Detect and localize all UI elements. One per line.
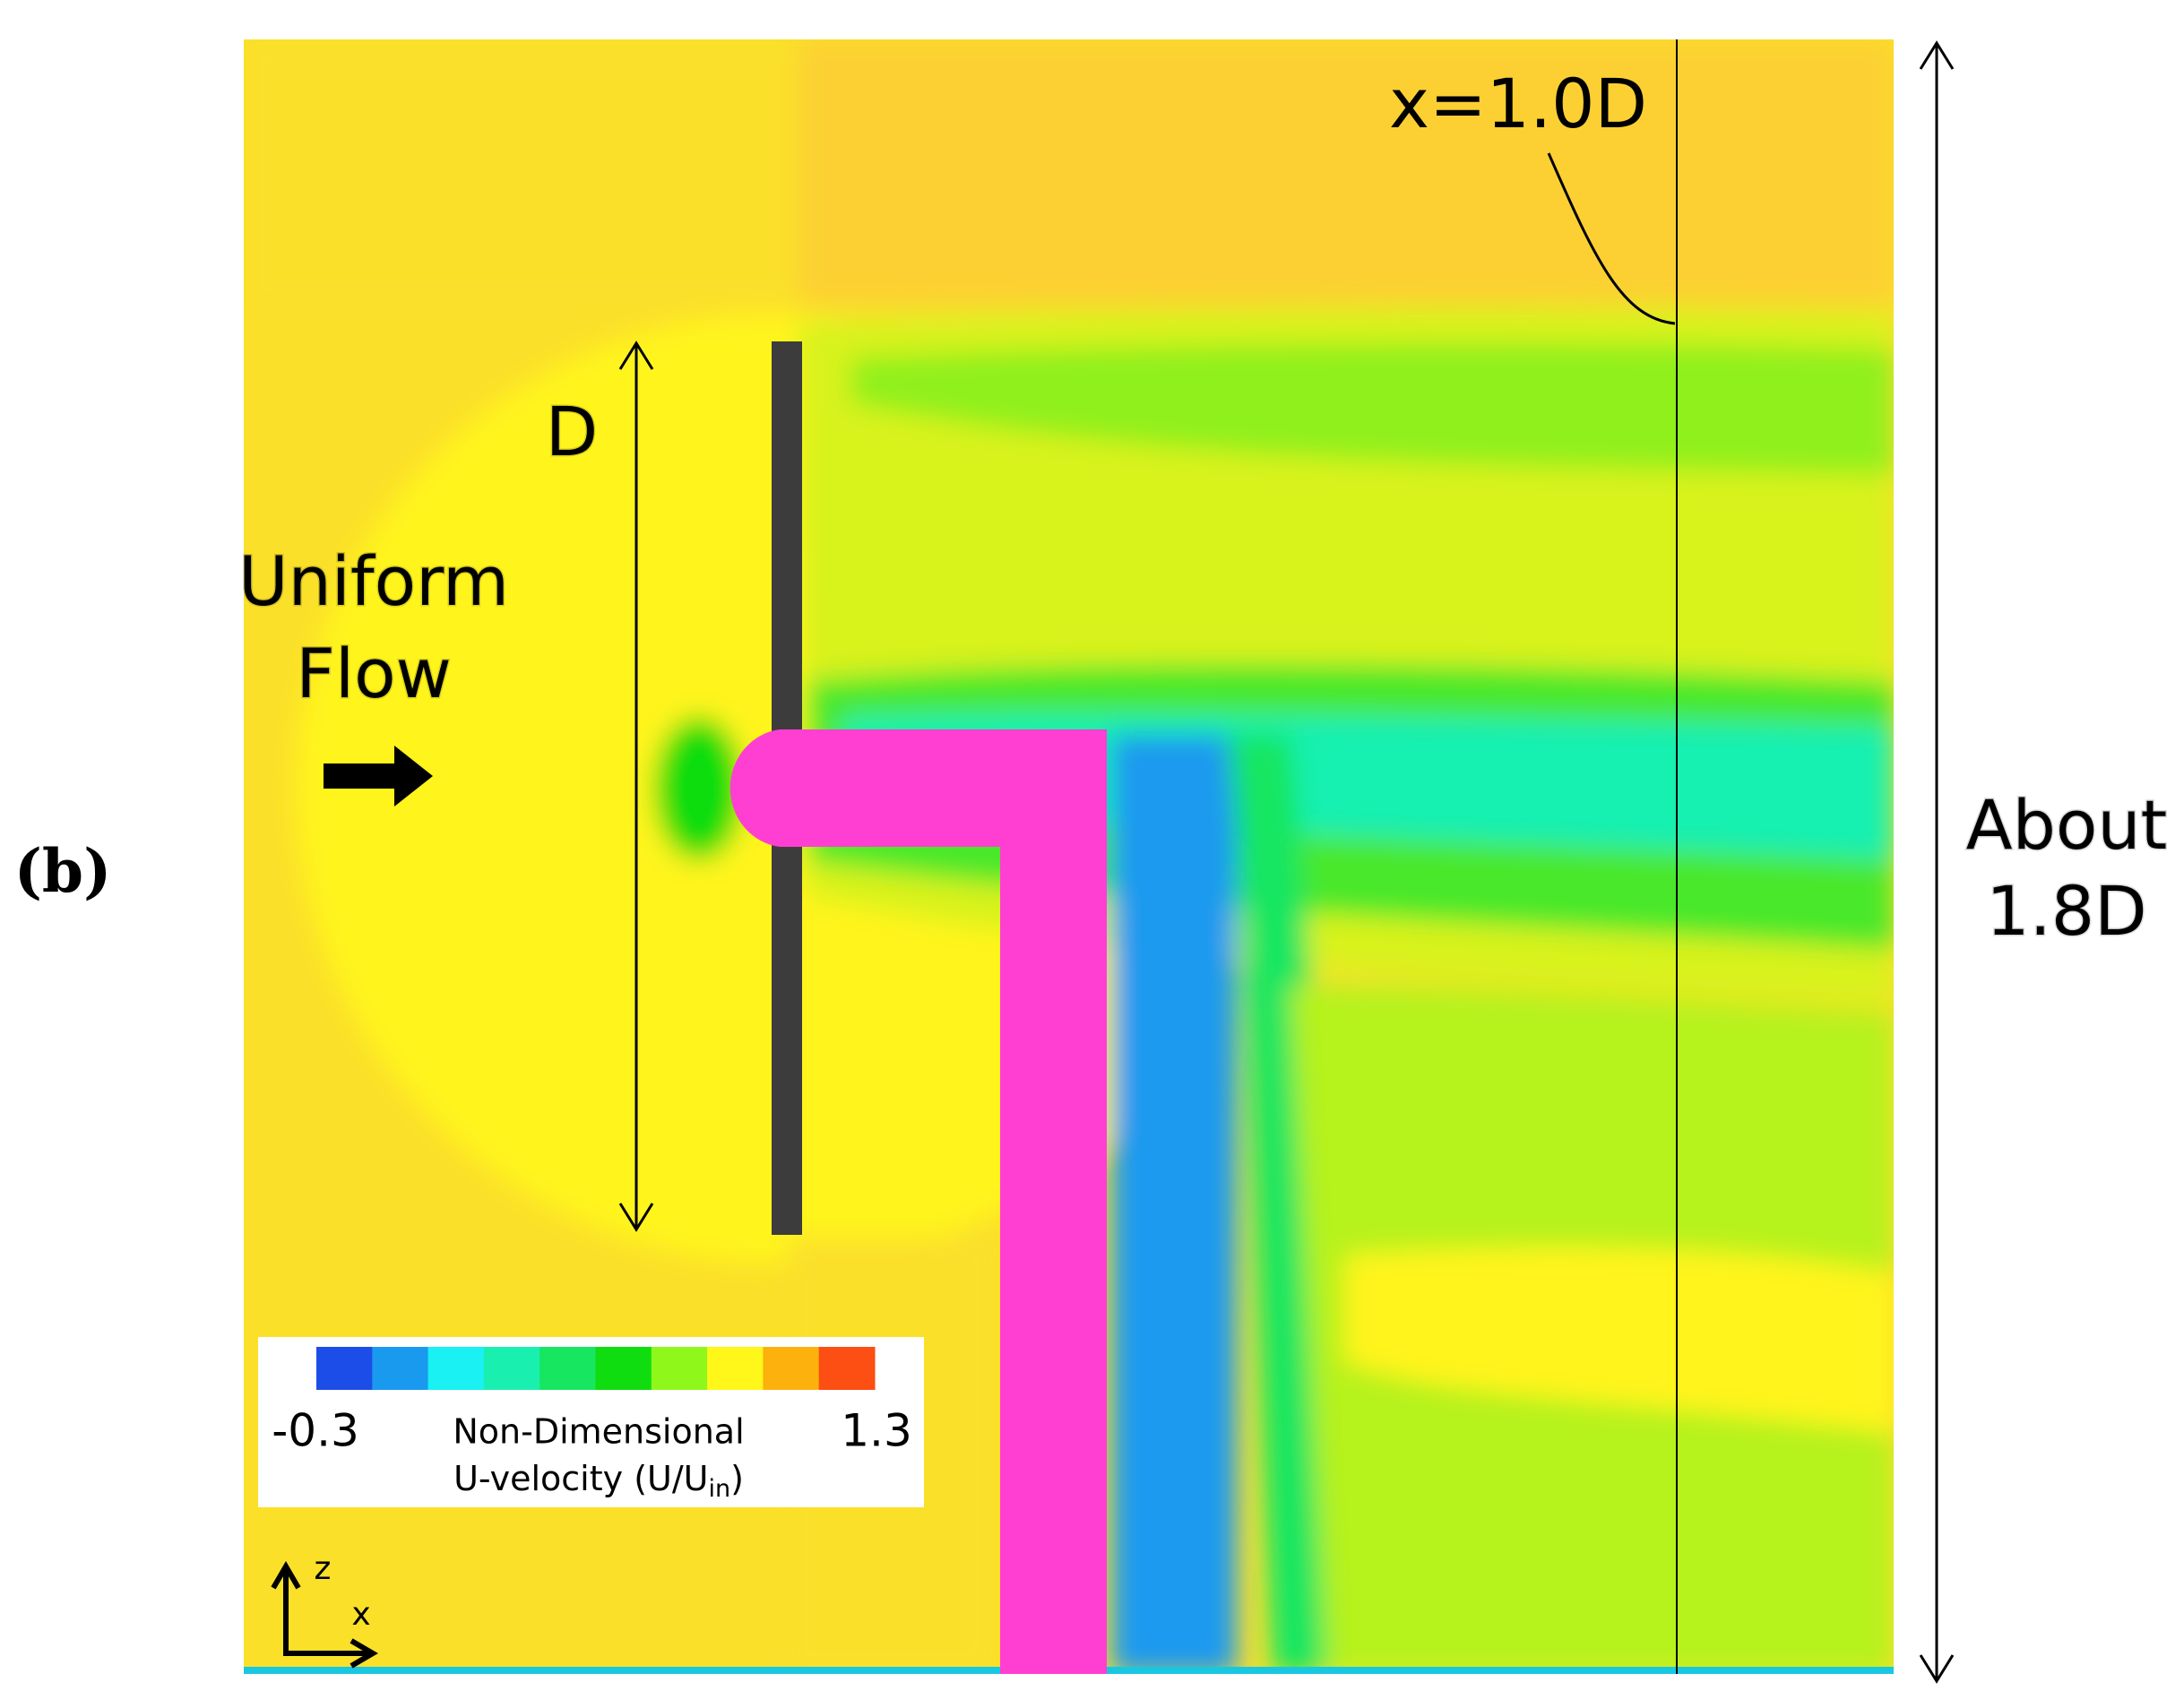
diameter-label: D [546,392,599,471]
inflow-arrow [324,746,433,807]
axis-glyph-x: x [351,1596,370,1633]
hub-and-tower [729,729,1107,1674]
height-arrow [1919,40,1955,1684]
colorbar-swatch [818,1347,876,1390]
axes-glyph [271,1561,378,1669]
colorbar-swatch [372,1347,429,1390]
legend-subscript: in [708,1475,730,1503]
legend-title: Non-Dimensional [453,1412,744,1452]
colorbar-swatch [483,1347,540,1390]
legend-min: -0.3 [272,1405,359,1457]
panel-label: (b) [14,836,112,906]
probe-label: x=1.0D [1389,64,1647,143]
colorbar-swatch [540,1347,596,1390]
legend-subtitle-end: ) [730,1459,744,1498]
colorbar-swatch [707,1347,764,1390]
height-label: 1.8D [1986,871,2146,951]
legend-max: 1.3 [841,1405,912,1457]
colorbar-swatch [595,1347,652,1390]
colorbar-swatch [316,1347,373,1390]
colorbar-swatch [651,1347,708,1390]
colorbar-swatch [427,1347,485,1390]
contour-field [244,39,1894,1674]
probe-leader [1547,152,1676,325]
diameter-arrow [618,341,654,1232]
inflow-label: Uniform [238,541,509,621]
colorbar-swatch [763,1347,820,1390]
inflow-label: Flow [296,634,452,713]
legend: -0.3 1.3 Non-Dimensional U-velocity (U/U… [258,1337,924,1507]
height-label: About [1966,785,2168,865]
axis-glyph-z: z [315,1550,332,1587]
legend-subtitle: U-velocity (U/Uin) [453,1459,744,1503]
legend-subtitle-text: U-velocity (U/U [453,1459,708,1498]
